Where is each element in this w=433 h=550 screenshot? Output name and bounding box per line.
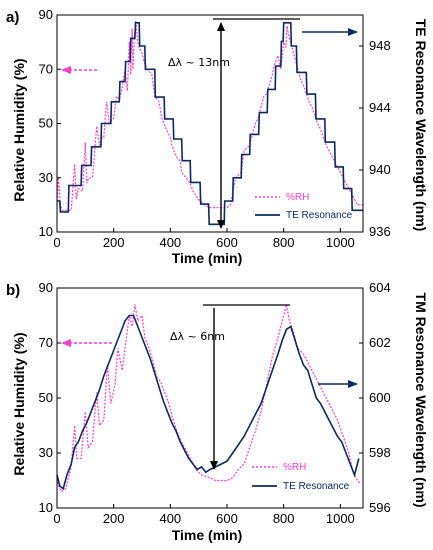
panel-b-x-tick-label: 1000 [326,511,355,526]
panel-b: b) Relative Humidity (%) TM Resonance Wa… [6,280,429,543]
panel-b-y2-tick-label: 596 [369,500,391,515]
panel-b-y2-tick-label: 602 [369,335,391,350]
panel-a-series-rh-line [56,20,363,211]
panel-b-x-tick-label: 200 [103,511,125,526]
panel-b-plot-frame [56,287,364,509]
panel-a-x-tick-label: 800 [273,235,295,250]
panel-b-y2-tick-label: 604 [369,280,391,295]
panel-b-y-tick-label: 10 [39,500,53,515]
panel-b-label: b) [6,282,20,299]
panel-a-y-tick-label: 30 [39,170,53,185]
panel-b-series-te-resonance-line [56,314,360,491]
panel-a-x-tick-label: 1000 [326,235,355,250]
panel-a-y-tick-label: 50 [39,116,53,131]
panel-b-y-tick-label: 30 [39,445,53,460]
panel-a-delta-annotation: Δλ ~ 13nm [168,56,230,69]
panel-b-x-tick-label: 600 [216,511,238,526]
panel-b-y-axis-label: Relative Humidity (%) [11,332,27,475]
panel-a-x-tick-label: 200 [103,235,125,250]
panel-b-x-tick-label: 800 [273,511,295,526]
panel-b-y-tick-label: 90 [39,280,53,295]
panel-a-y-axis-label: Relative Humidity (%) [11,58,27,201]
panel-a-y-tick-label: 90 [39,7,53,22]
panel-a-legend-rh-label: %RH [286,192,309,203]
panel-a-y-ticks: 10 30 50 70 90 [39,7,53,239]
panel-b-y2-tick-label: 600 [369,390,391,405]
panel-a-x-ticks: 0 200 400 600 800 1000 [53,235,354,250]
panel-b-legend: %RH TE Resonance [252,462,350,492]
panel-b-y2-tick-label: 598 [369,445,391,460]
panel-a-legend: %RH TE Resonance [255,192,353,221]
panel-a-y2-axis-label: TE Resonance Wavelength (nm) [413,19,429,232]
panel-a-plot-frame [56,14,364,233]
panel-b-legend-rh-label: %RH [283,462,306,473]
panel-a-x-tick-label: 0 [53,235,60,250]
panel-b-series-rh-line [56,304,361,493]
panel-b-y-tick-label: 50 [39,390,53,405]
panel-a-x-tick-label: 600 [216,235,238,250]
panel-b-x-tick-label: 400 [159,511,181,526]
panel-a-label: a) [6,9,19,26]
panel-b-y2-axis-label: TM Resonance Wavelength (nm) [413,293,429,508]
panel-a-x-axis-label: Time (min) [172,250,243,266]
panel-a-y2-tick-label: 948 [369,38,391,53]
panel-a-x-tick-label: 400 [159,235,181,250]
panel-b-legend-resonance-label: TE Resonance [283,481,350,492]
panel-a-y2-tick-label: 936 [369,224,391,239]
panel-a-y2-ticks: 936 940 944 948 [369,38,391,239]
panel-a-series-te-resonance-line [57,22,363,226]
panel-b-x-ticks: 0 200 400 600 800 1000 [53,511,354,526]
panel-a-legend-resonance-label: TE Resonance [286,210,353,221]
panel-b-delta-annotation: Δλ ~ 6nm [170,330,225,343]
panel-a-y2-tick-label: 944 [369,100,391,115]
panel-b-x-tick-label: 0 [53,511,60,526]
panel-b-y2-ticks: 596 598 600 602 604 [369,280,391,515]
panel-b-y-tick-label: 70 [39,335,53,350]
panel-a: a) Relative Humidity (%) TE Resonance Wa… [6,7,429,266]
panel-a-y-tick-label: 10 [39,224,53,239]
panel-a-y2-tick-label: 940 [369,162,391,177]
panel-b-x-axis-label: Time (min) [172,527,243,543]
panel-b-y-ticks: 10 30 50 70 90 [39,280,53,515]
panel-a-y-tick-label: 70 [39,61,53,76]
